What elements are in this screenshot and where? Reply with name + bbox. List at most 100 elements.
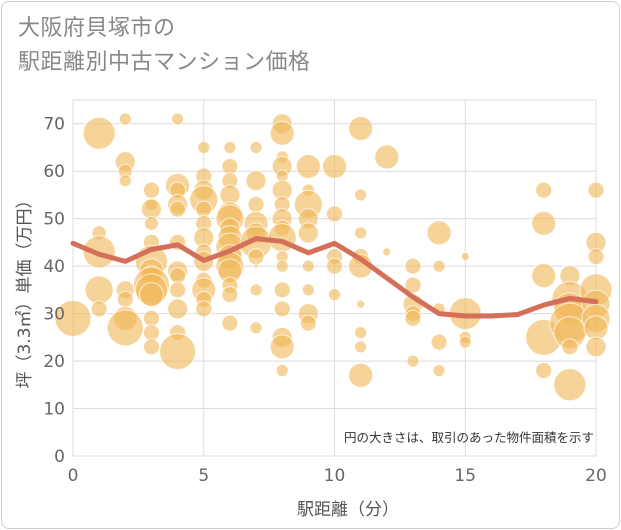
trend-series <box>70 236 599 319</box>
y-tick-label: 40 <box>43 257 65 277</box>
y-tick-label: 60 <box>43 162 65 182</box>
bubble-point <box>348 362 374 388</box>
bubble-point <box>221 314 239 332</box>
bubble-point <box>221 286 239 304</box>
y-tick-label: 30 <box>43 305 65 325</box>
bubble-point <box>531 210 557 236</box>
axes: 0 10 20 30 40 50 60 70 0 5 10 15 20 <box>43 115 606 486</box>
bubble-point <box>221 157 239 175</box>
bubble-point <box>535 181 553 199</box>
x-tick-label: 5 <box>198 466 209 486</box>
x-axis-title: 駅距離（分） <box>297 500 399 520</box>
bubble-point <box>426 220 452 246</box>
bubble-point <box>301 283 315 297</box>
bubble-point <box>253 263 259 269</box>
bubble-point <box>432 364 446 378</box>
chart-title-line-2: 駅距離別中古マンション価格 <box>18 50 311 75</box>
bubble-point <box>406 354 420 368</box>
bubble-point <box>322 153 347 179</box>
y-tick-label: 20 <box>43 352 65 372</box>
bubble-point <box>118 174 132 188</box>
bubble-point <box>460 252 470 262</box>
bubble-point <box>223 140 237 154</box>
bubble-point <box>167 298 189 320</box>
bubble-point <box>169 200 187 218</box>
bubble-point <box>247 248 265 266</box>
bubble-point <box>374 144 400 170</box>
bubble-point <box>432 259 446 273</box>
y-tick-label: 70 <box>43 115 65 135</box>
x-tick-label: 20 <box>585 466 607 486</box>
bubble-point <box>273 281 291 299</box>
bubble-point <box>269 334 295 360</box>
y-axis-title: 坪（3.3㎡）単価（万円） <box>15 191 35 388</box>
bubble-point <box>295 153 321 179</box>
bubble-point <box>356 299 366 309</box>
size-annotation: 円の大きさは、取引のあった物件面積を示す <box>344 430 594 445</box>
bubble-point <box>138 282 164 308</box>
bubble-point <box>587 248 605 266</box>
bubble-point <box>404 309 422 327</box>
bubble-point <box>354 188 368 202</box>
bubble-point <box>249 140 263 154</box>
bubble-point <box>249 283 263 297</box>
bubble-point <box>275 259 289 273</box>
x-tick-label: 0 <box>68 466 79 486</box>
bubble-point <box>269 120 295 146</box>
y-tick-label: 50 <box>43 210 65 230</box>
bubble-point <box>553 368 587 402</box>
bubble-point <box>118 112 132 126</box>
trend-line <box>70 236 599 319</box>
bubble-point <box>585 336 607 358</box>
bubble-point <box>84 275 114 305</box>
bubble-point <box>297 222 319 244</box>
bubble-point <box>583 315 609 341</box>
bubble-point <box>326 257 343 275</box>
bubble-point <box>535 362 553 380</box>
bubble-point <box>195 200 213 218</box>
chart-title-line-1: 大阪府貝塚市の <box>18 16 176 41</box>
bubble-point <box>142 338 160 356</box>
bubble-point <box>116 290 134 308</box>
bubble-point <box>430 333 448 351</box>
bubble-point <box>245 170 267 192</box>
bubble-point <box>169 281 187 299</box>
bubble-point <box>531 263 557 289</box>
y-tick-label: 0 <box>54 447 65 467</box>
bubble-point <box>458 335 472 349</box>
bubble-point <box>197 140 211 154</box>
bubble-point <box>404 257 422 275</box>
bubble-point <box>82 116 116 150</box>
chart-title: 大阪府貝塚市の 駅距離別中古マンション価格 <box>18 12 311 80</box>
bubble-point <box>54 299 92 337</box>
bubble-point <box>301 259 315 273</box>
bubble-point <box>328 288 341 302</box>
bubble-point <box>354 226 368 240</box>
bubble-point <box>169 267 187 285</box>
bubble-point <box>90 300 108 318</box>
bubble-point <box>275 364 289 378</box>
bubble-point <box>354 326 368 340</box>
bubble-point <box>247 195 265 213</box>
bubble-point <box>142 309 160 327</box>
bubble-series <box>54 112 613 402</box>
bubble-point <box>195 300 213 318</box>
bubble-point <box>249 321 263 335</box>
bubble-point <box>587 181 605 199</box>
bubble-point <box>382 247 392 257</box>
x-tick-label: 10 <box>324 466 346 486</box>
bubble-point <box>159 333 197 371</box>
y-tick-label: 10 <box>43 400 65 420</box>
bubble-point <box>561 338 579 356</box>
bubble-point <box>354 340 368 354</box>
bubble-point <box>143 215 159 231</box>
bubble-point <box>348 115 374 141</box>
x-tick-label: 15 <box>454 466 476 486</box>
bubble-point <box>142 181 160 199</box>
bubble-point <box>326 205 343 223</box>
bubble-point <box>106 309 144 347</box>
bubble-point <box>142 324 160 342</box>
bubble-point <box>171 112 185 126</box>
bubble-point <box>299 314 317 332</box>
